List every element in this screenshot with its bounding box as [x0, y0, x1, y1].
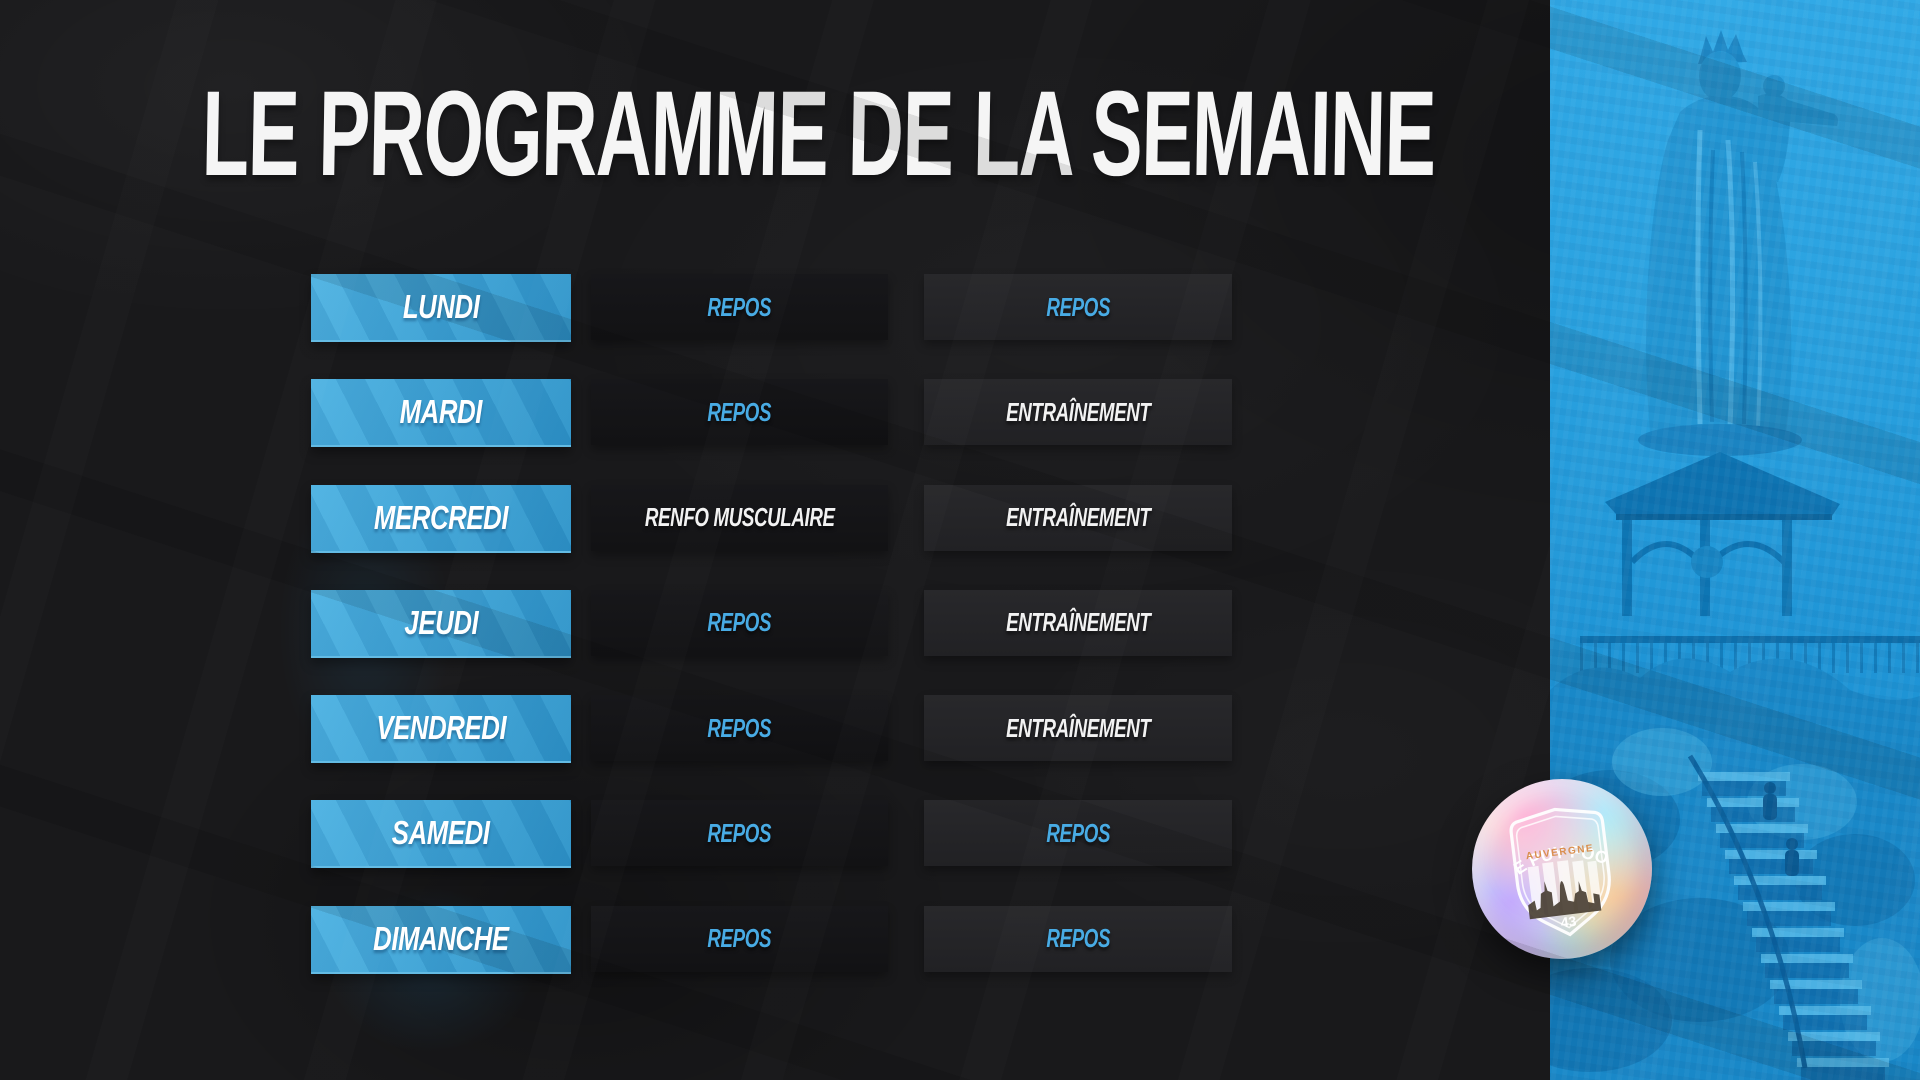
day-label: JEUDI [404, 603, 478, 641]
day-cell-samedi: SAMEDI [311, 800, 571, 869]
schedule-row-lundi: LUNDI REPOS REPOS [311, 274, 1232, 342]
session2-label: REPOS [1046, 923, 1110, 954]
session2-cell-samedi: REPOS [924, 800, 1232, 867]
session2-cell-dimanche: REPOS [924, 905, 1232, 972]
session1-label: REPOS [707, 396, 772, 427]
day-cell-mardi: MARDI [311, 379, 571, 448]
session2-label: REPOS [1046, 817, 1110, 848]
day-cell-mercredi: MERCREDI [311, 484, 571, 553]
session2-label: ENTRAÎNEMENT [1005, 712, 1151, 743]
day-label: SAMEDI [392, 814, 490, 852]
session2-cell-lundi: REPOS [924, 274, 1232, 340]
session1-cell-vendredi: REPOS [591, 695, 888, 762]
schedule-row-mercredi: MERCREDI RENFO MUSCULAIRE ENTRAÎNEMENT [311, 484, 1232, 553]
day-cell-dimanche: DIMANCHE [311, 905, 571, 974]
statue-photo-illustration [1550, 30, 1920, 1080]
session2-cell-mercredi: ENTRAÎNEMENT [924, 484, 1232, 551]
schedule-row-vendredi: VENDREDI REPOS ENTRAÎNEMENT [311, 695, 1232, 764]
session1-cell-mardi: REPOS [591, 379, 888, 446]
session2-cell-jeudi: ENTRAÎNEMENT [924, 589, 1232, 656]
day-label: MARDI [399, 393, 483, 431]
session1-label: REPOS [707, 923, 772, 954]
session1-label: RENFO MUSCULAIRE [644, 502, 835, 533]
day-cell-vendredi: VENDREDI [311, 695, 571, 764]
day-label: MERCREDI [373, 498, 509, 536]
session1-cell-lundi: REPOS [591, 274, 888, 340]
session2-cell-mardi: ENTRAÎNEMENT [924, 379, 1232, 446]
session1-cell-dimanche: REPOS [591, 905, 888, 972]
session2-label: REPOS [1046, 291, 1110, 322]
day-label: LUNDI [402, 288, 480, 325]
session1-cell-mercredi: RENFO MUSCULAIRE [591, 484, 888, 551]
statue-silhouette [1638, 30, 1838, 456]
day-cell-jeudi: JEUDI [311, 589, 571, 658]
schedule-row-jeudi: JEUDI REPOS ENTRAÎNEMENT [311, 589, 1232, 658]
pavilion-pedestal [1605, 452, 1840, 616]
club-number: 43 [1560, 913, 1578, 931]
crest-skyline [1527, 860, 1603, 920]
session2-cell-vendredi: ENTRAÎNEMENT [924, 695, 1232, 762]
club-badge: LE PUY FOOT AUVERGNE 43 [1472, 779, 1652, 959]
session1-label: REPOS [707, 712, 772, 743]
staircase [1687, 754, 1889, 1080]
page-title: LE PROGRAMME DE LA SEMAINE [200, 65, 1437, 201]
viewing-platform-railing [1580, 636, 1920, 673]
session1-cell-samedi: REPOS [591, 800, 888, 867]
club-crest-icon: LE PUY FOOT AUVERGNE 43 [1509, 807, 1613, 937]
day-cell-lundi: LUNDI [311, 274, 571, 342]
schedule-table: LUNDI REPOS REPOS MARDI REPOS ENTRAÎNEME… [311, 274, 1232, 974]
session1-label: REPOS [707, 291, 772, 322]
session1-label: REPOS [707, 607, 772, 638]
schedule-row-samedi: SAMEDI REPOS REPOS [311, 800, 1232, 869]
badge-shield: LE PUY FOOT AUVERGNE 43 [1509, 807, 1613, 937]
session1-cell-jeudi: REPOS [591, 589, 888, 656]
schedule-row-dimanche: DIMANCHE REPOS REPOS [311, 905, 1232, 974]
day-label: DIMANCHE [373, 919, 509, 957]
session2-label: ENTRAÎNEMENT [1005, 607, 1151, 638]
session2-label: ENTRAÎNEMENT [1005, 396, 1151, 427]
session2-label: ENTRAÎNEMENT [1005, 502, 1151, 533]
schedule-row-mardi: MARDI REPOS ENTRAÎNEMENT [311, 379, 1232, 448]
day-label: VENDREDI [376, 709, 506, 747]
session1-label: REPOS [707, 817, 772, 848]
